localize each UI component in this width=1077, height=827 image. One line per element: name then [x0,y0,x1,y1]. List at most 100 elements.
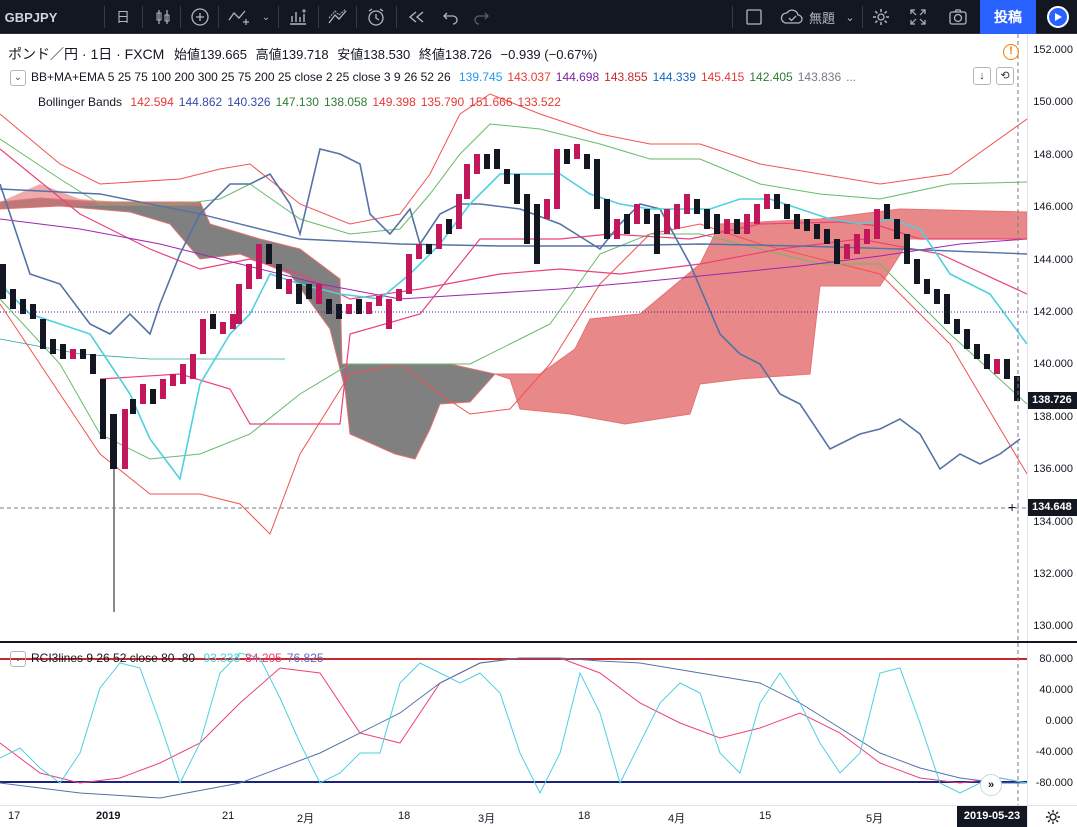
close-label: 終値 [418,47,445,62]
undo-icon[interactable] [436,0,466,34]
chikou-span [0,148,1021,471]
camera-icon[interactable] [942,0,974,34]
current-price-label: 138.726 [1028,392,1077,409]
rci-tick-label: 80.000 [1039,653,1073,665]
bb-lower-3sigma [0,223,1027,535]
scroll-to-realtime-button[interactable]: » [980,774,1002,796]
indicator-value: 143.855 [604,70,648,85]
layout-name[interactable]: 無題 [808,10,835,26]
time-tick-label: 2月 [297,813,315,825]
templates-icon[interactable] [322,0,354,34]
low-label: 安値 [337,47,364,62]
post-idea-button[interactable]: 投稿 [980,0,1036,34]
fullscreen-square-icon[interactable] [738,0,770,34]
time-tick-label: 21 [222,810,235,822]
compare-add-icon[interactable] [184,0,216,34]
indicator-value: 135.790 [420,95,465,109]
indicator-value: 138.058 [323,95,368,109]
time-tick-label: 17 [8,810,21,822]
toolbar-divider [318,6,319,28]
indicator-value: ... [846,70,857,85]
warning-icon[interactable]: ! [1003,44,1019,60]
rci-pane[interactable]: ⌄ RCI3lines 9 26 52 close 80 -80 93.333 84… [0,643,1027,805]
toolbar-divider [218,6,219,28]
price-tick-label: 132.000 [1033,568,1073,580]
indicator-name: RCI3lines 9 26 52 close 80 -80 [31,651,196,666]
toolbar-divider [104,6,105,28]
financials-icon[interactable] [282,0,314,34]
toolbar-divider [396,6,397,28]
high-label: 高値 [255,47,282,62]
price-axis[interactable]: 152.000 150.000 148.000 146.000 144.000 142.0… [1027,34,1077,641]
interval-button[interactable]: 日 [116,9,130,25]
time-tick-label: 4月 [668,813,686,825]
replay-icon[interactable] [400,0,432,34]
play-icon [1047,6,1069,28]
bb-lower-2sigma [0,233,1027,460]
gear-icon[interactable] [1043,807,1063,827]
chevron-down-icon[interactable]: ⌄ [845,11,855,24]
rci-chart-canvas[interactable] [0,643,1027,805]
redo-icon[interactable] [466,0,496,34]
price-tick-label: 140.000 [1033,358,1073,371]
kijun-line [0,188,1027,255]
main-chart-pane[interactable]: ポンド／円 · 1日 · FXCM 始値139.665 高値139.718 安値… [0,34,1027,641]
time-tick-label: 18 [398,810,411,822]
rci-legend[interactable]: ⌄ RCI3lines 9 26 52 close 80 -80 93.333 84… [10,651,334,667]
collapse-legend-button[interactable]: ⌄ [10,70,26,86]
time-tick-label: 3月 [478,813,496,825]
gear-icon[interactable] [866,0,896,34]
indicator-legend-bbmaema[interactable]: ⌄ BB+MA+EMA 5 25 75 100 200 300 25 75 200… [10,70,866,86]
symbol-search-button[interactable]: GBPJPY [4,9,58,25]
ema-line [0,218,1027,300]
rci-tick-label: 40.000 [1039,684,1073,696]
price-tick-label: 142.000 [1033,306,1073,318]
cloud-save-icon[interactable] [776,0,808,34]
play-button[interactable] [1040,0,1076,34]
indicators-icon[interactable] [222,0,256,34]
chevron-down-icon[interactable]: ⌄ [261,11,271,23]
indicator-value: 151.666 [469,95,513,109]
time-axis[interactable]: 5月 15 4月 18 3月 18 2月 21 2019 17 2019-05-23 [0,805,1027,827]
close-value: 138.726 [444,47,492,62]
candle-style-icon[interactable] [148,0,178,34]
bb-upper-3sigma [0,93,1027,225]
price-tick-label: 148.000 [1033,148,1073,161]
crosshair-plus-icon[interactable]: + [1008,499,1017,515]
indicator-values: 142.594 144.862 140.326 147.130 138.058 149.3… [130,95,566,109]
indicator-values: 139.745 143.037 144.698 143.855 144.339 145.4… [459,70,861,84]
collapse-legend-button[interactable]: ⌄ [10,651,26,667]
expand-icon[interactable] [902,0,934,34]
bb-upper-2sigma [0,123,1027,235]
toolbar-divider [732,6,733,28]
crosshair-price-label: 134.648 [1028,499,1077,516]
indicator-legend-bollinger[interactable]: Bollinger Bands 142.594 144.862 140.326 147… [38,95,571,109]
ichimoku-cloud-bullish-early [0,184,200,209]
indicator-value: 145.415 [700,70,745,85]
rci-axis[interactable]: 80.000 40.000 0.000 -40.000 -80.000 [1027,643,1077,805]
ma-line [0,148,1027,300]
indicator-values: 93.333 84.205 76.825 [203,651,328,665]
high-value: 139.718 [281,47,329,62]
rci-tick-label: -40.000 [1035,746,1073,758]
price-chart-canvas[interactable] [0,34,1027,641]
rci-26-line [0,657,1027,784]
indicator-value: 149.398 [372,95,416,109]
arrow-down-icon[interactable]: ↓ [973,67,991,85]
pane-divider[interactable] [0,641,1077,643]
indicator-value: 142.594 [130,95,174,109]
price-tick-label: 150.000 [1033,96,1073,109]
price-tick-label: 130.000 [1033,620,1073,633]
indicator-value: 76.825 [286,651,324,666]
time-tick-label: 2019 [96,810,121,822]
refresh-icon[interactable]: ⟲ [996,67,1014,85]
indicator-value: 147.130 [275,95,319,109]
settings-corner[interactable] [1027,805,1077,827]
rci-tick-label: 0.000 [1045,715,1073,727]
toolbar-divider [278,6,279,28]
alert-clock-icon[interactable] [360,0,392,34]
open-value: 139.665 [199,47,247,62]
ichimoku-cloud-bearish [0,197,496,460]
price-tick-label: 152.000 [1033,44,1073,56]
toolbar-divider [142,6,143,28]
